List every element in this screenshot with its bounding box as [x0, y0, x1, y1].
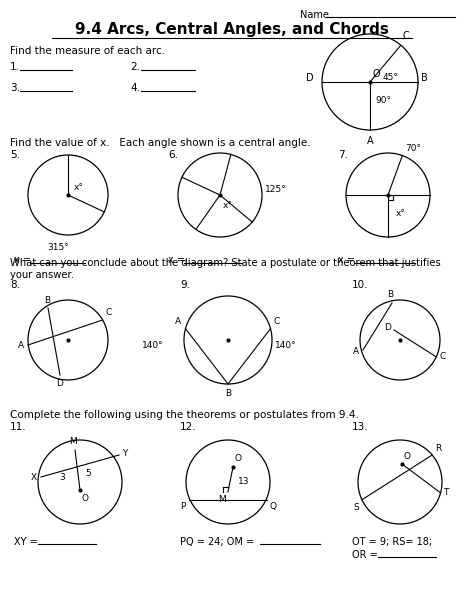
Text: D: D: [306, 73, 313, 83]
Text: A: A: [366, 136, 373, 146]
Text: X: X: [31, 473, 37, 481]
Text: x =: x =: [14, 255, 34, 265]
Text: C: C: [402, 31, 409, 41]
Text: 8.: 8.: [10, 280, 20, 290]
Text: Find the measure of each arc.: Find the measure of each arc.: [10, 46, 165, 56]
Text: C: C: [438, 352, 444, 361]
Text: OT = 9; RS= 18;: OT = 9; RS= 18;: [351, 537, 431, 547]
Text: 315°: 315°: [47, 243, 69, 252]
Text: 2.: 2.: [130, 62, 140, 72]
Text: Y: Y: [122, 449, 127, 457]
Text: 6.: 6.: [168, 150, 178, 160]
Text: B: B: [386, 290, 392, 299]
Text: XY =: XY =: [14, 537, 41, 547]
Text: 70°: 70°: [405, 143, 420, 152]
Text: x°: x°: [395, 209, 405, 218]
Text: A: A: [175, 317, 181, 326]
Text: 140°: 140°: [275, 340, 296, 349]
Text: x =: x =: [168, 255, 188, 265]
Text: Q: Q: [269, 502, 276, 511]
Text: 13: 13: [238, 478, 249, 487]
Text: 9.: 9.: [180, 280, 189, 290]
Text: 45°: 45°: [382, 73, 398, 82]
Text: T: T: [443, 488, 448, 497]
Text: Complete the following using the theorems or postulates from 9.4.: Complete the following using the theorem…: [10, 410, 358, 420]
Text: P: P: [180, 502, 186, 511]
Text: x°: x°: [223, 201, 232, 210]
Text: A: A: [352, 347, 358, 356]
Text: B: B: [420, 73, 427, 83]
Text: 4.: 4.: [130, 83, 140, 93]
Text: O: O: [82, 494, 89, 503]
Text: 3.: 3.: [10, 83, 20, 93]
Text: 125°: 125°: [264, 185, 286, 194]
Text: Name: Name: [300, 10, 328, 20]
Text: OR =: OR =: [351, 550, 380, 560]
Text: M: M: [218, 495, 225, 504]
Text: S: S: [352, 503, 358, 512]
Text: x°: x°: [74, 183, 84, 192]
Text: PQ = 24; OM =: PQ = 24; OM =: [180, 537, 257, 547]
Text: C: C: [273, 317, 279, 326]
Text: B: B: [44, 296, 50, 305]
Text: 140°: 140°: [142, 340, 163, 349]
Text: A: A: [18, 340, 24, 349]
Text: O: O: [403, 452, 410, 461]
Text: O: O: [234, 454, 242, 463]
Text: 5.: 5.: [10, 150, 20, 160]
Text: your answer.: your answer.: [10, 270, 74, 280]
Text: Find the value of x.   Each angle shown is a central angle.: Find the value of x. Each angle shown is…: [10, 138, 310, 148]
Text: 11.: 11.: [10, 422, 26, 432]
Text: O: O: [372, 69, 380, 79]
Text: 13.: 13.: [351, 422, 368, 432]
Text: D: D: [383, 323, 390, 332]
Text: B: B: [225, 389, 231, 398]
Text: C: C: [106, 308, 112, 317]
Text: 12.: 12.: [180, 422, 196, 432]
Text: M: M: [69, 437, 77, 446]
Text: 5: 5: [85, 469, 91, 479]
Text: D: D: [56, 379, 63, 388]
Text: 10.: 10.: [351, 280, 368, 290]
Text: What can you conclude about the diagram? State a postulate or theorem that justi: What can you conclude about the diagram?…: [10, 258, 440, 268]
Text: 7.: 7.: [337, 150, 347, 160]
Text: 9.4 Arcs, Central Angles, and Chords: 9.4 Arcs, Central Angles, and Chords: [75, 22, 388, 37]
Text: 3: 3: [59, 473, 65, 481]
Text: R: R: [434, 444, 440, 453]
Text: x =: x =: [337, 255, 357, 265]
Text: 1.: 1.: [10, 62, 20, 72]
Text: 90°: 90°: [374, 96, 390, 105]
